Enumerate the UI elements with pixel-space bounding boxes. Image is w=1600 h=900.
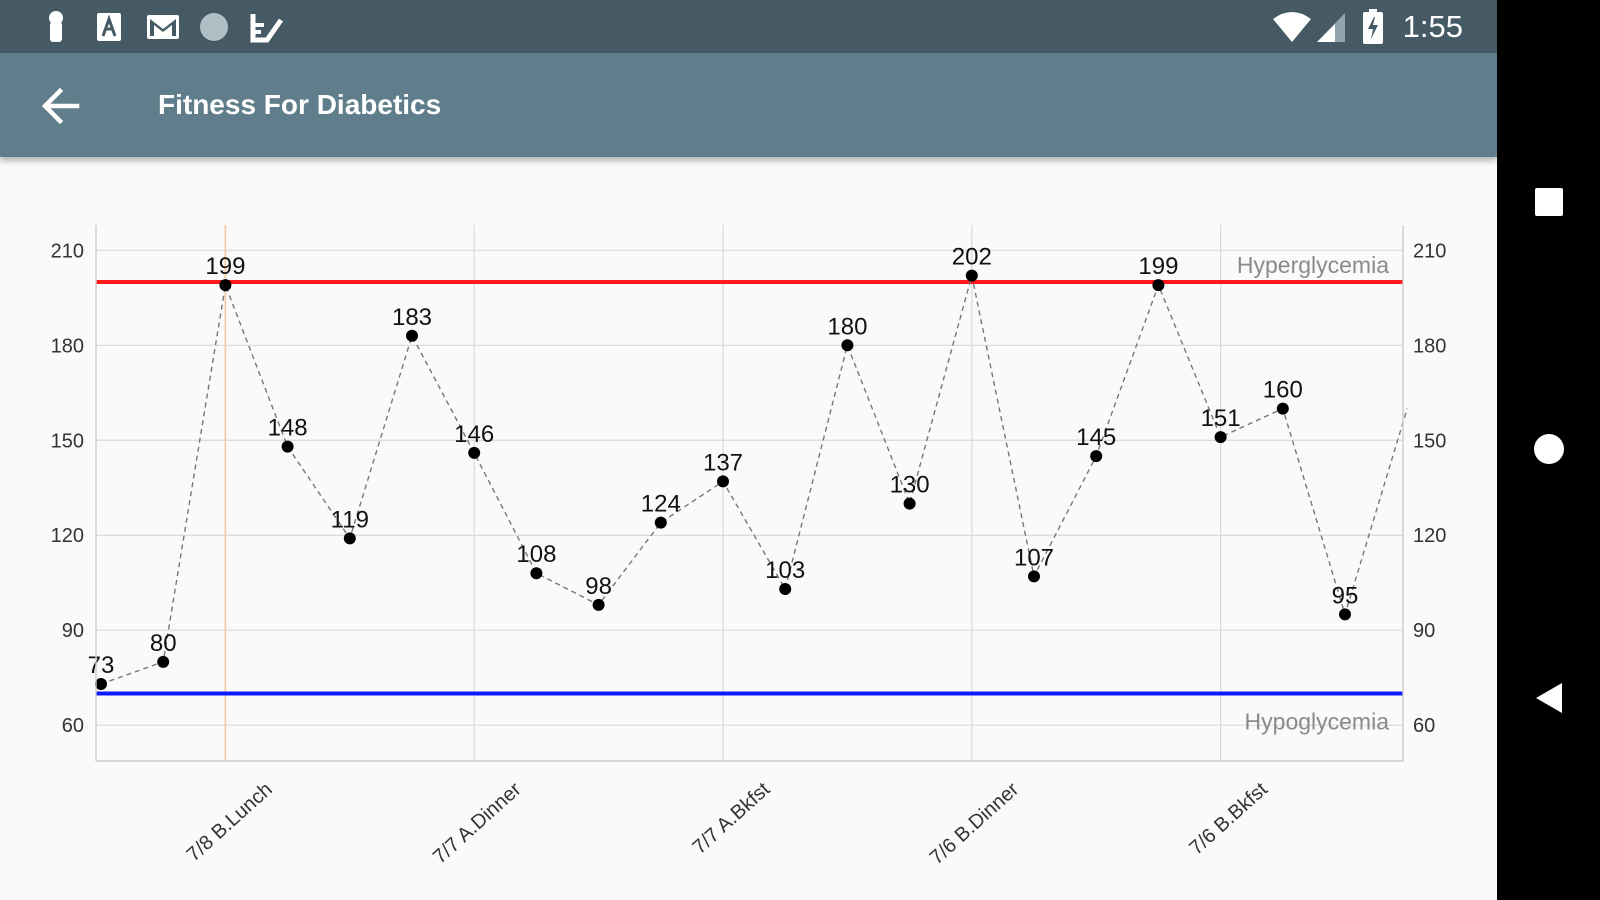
battery-charging-icon [1362,9,1384,44]
data-point [406,329,418,342]
navigation-bar [1497,0,1600,900]
data-point [717,475,729,488]
y-tick-label-right: 60 [1413,715,1435,737]
recents-button[interactable] [1519,172,1579,232]
data-point [841,339,854,352]
data-point [1028,570,1040,583]
wifi-icon [1272,10,1312,44]
x-tick-label: 7/6 B.Bkfst [1185,778,1272,859]
app-bar: Fitness For Diabetics [0,53,1497,157]
x-tick-label: 7/6 B.Dinner [926,778,1024,869]
data-label: 108 [516,541,556,568]
data-label: 199 [1138,253,1178,280]
y-tick-label-left: 150 [51,430,84,452]
home-icon [1534,434,1564,464]
y-tick-label-right: 180 [1413,335,1446,357]
data-label: 180 [827,313,867,340]
y-tick-label-right: 150 [1413,430,1446,452]
y-tick-label-left: 90 [62,620,84,642]
x-tick-label: 7/8 B.Lunch [183,778,277,866]
data-label: 95 [1332,582,1359,609]
y-tick-label-right: 210 [1413,240,1446,262]
glucose-chart[interactable]: Hyperglycemia Hypoglycemia 73 80 199 148 119 1… [0,157,1497,900]
data-label: 183 [392,304,432,331]
x-tick-label: 7/7 A.Dinner [429,778,526,868]
data-point [281,440,294,453]
y-tick-label-left: 120 [51,525,84,547]
data-point [592,598,605,611]
gmail-icon [146,10,180,44]
data-point [903,497,916,510]
app-title: Fitness For Diabetics [158,89,442,120]
data-label: 130 [890,472,930,499]
y-tick-label-right: 120 [1413,525,1446,547]
data-label: 202 [952,244,992,271]
data-point [530,567,543,580]
data-point [1214,431,1227,444]
nav-back-button[interactable] [1519,668,1579,728]
data-point [1276,402,1289,415]
data-point [157,655,170,668]
data-label: 148 [268,415,308,442]
font-icon [96,10,122,44]
data-label: 146 [454,421,494,448]
home-button[interactable] [1519,419,1579,479]
data-label: 73 [88,652,115,679]
reference-label: Hypoglycemia [1245,709,1390,735]
y-tick-label-left: 60 [62,715,84,737]
data-label: 98 [585,573,612,600]
series-line [100,275,1408,685]
back-icon [1536,683,1562,713]
status-bar: 1:55 [0,0,1497,53]
data-point [654,516,667,529]
data-point [468,446,481,459]
reference-label: Hyperglycemia [1237,252,1389,278]
data-point [1152,279,1165,292]
y-tick-label-left: 210 [51,240,84,262]
data-label: 124 [641,491,681,518]
data-point [95,678,107,691]
person-icon [44,10,68,44]
signal-icon [1316,10,1346,44]
task-icon [250,10,284,44]
data-label: 80 [150,630,177,657]
data-label: 160 [1263,377,1303,404]
data-point [1339,608,1351,621]
glucose-chart-svg: Hyperglycemia Hypoglycemia 73 80 199 148 119 1… [51,225,1446,869]
app-screen: 1:55 Fitness For Diabetics Hyperglycemia… [0,0,1497,900]
y-tick-label-right: 90 [1413,620,1435,642]
arrow-back-icon [41,88,80,124]
data-label: 137 [703,449,743,476]
status-time: 1:55 [1402,9,1463,44]
data-point [965,269,978,282]
data-label: 119 [331,506,369,533]
data-point [219,279,232,292]
x-tick-label: 7/7 A.Bkfst [689,778,775,859]
circle-icon [198,10,230,44]
back-button[interactable] [30,75,92,137]
data-label: 199 [205,253,245,280]
data-label: 103 [765,557,805,584]
recents-icon [1535,188,1563,216]
y-tick-label-left: 180 [51,335,84,357]
data-label: 145 [1076,424,1116,451]
data-point [779,583,792,596]
data-point [343,532,356,545]
data-label: 107 [1014,544,1054,571]
data-point [1090,450,1103,463]
data-label: 151 [1201,405,1241,432]
